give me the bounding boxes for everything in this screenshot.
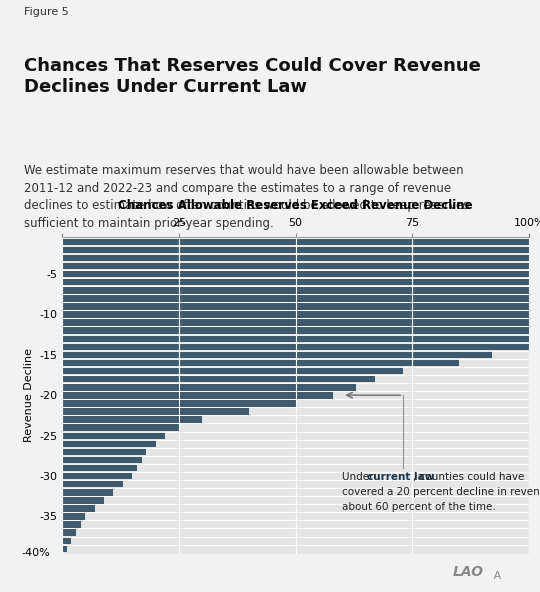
Text: Figure 5: Figure 5 [24, 7, 69, 17]
Bar [62, 271, 529, 278]
Text: A: A [488, 571, 501, 581]
Bar [62, 465, 137, 471]
Bar [62, 246, 529, 253]
Bar [62, 303, 529, 310]
Bar [62, 359, 459, 366]
Text: covered a 20 percent decline in revenues: covered a 20 percent decline in revenues [342, 487, 540, 497]
Bar [62, 424, 179, 431]
Bar [62, 279, 529, 285]
Bar [62, 343, 529, 350]
Title: Chances Allowable Reserves Exceed Revenue Decline: Chances Allowable Reserves Exceed Revenu… [118, 199, 473, 212]
Bar [62, 488, 113, 496]
Bar [62, 262, 529, 269]
Bar [62, 327, 529, 334]
Bar [62, 497, 104, 504]
Bar [62, 416, 202, 423]
Y-axis label: Revenue Decline: Revenue Decline [24, 348, 34, 442]
Bar [62, 287, 529, 294]
Bar [62, 472, 132, 480]
Bar [62, 481, 123, 487]
Bar [62, 440, 156, 447]
Bar [62, 238, 529, 245]
Bar [62, 537, 71, 544]
Bar [62, 408, 249, 415]
Bar [62, 335, 529, 342]
Bar [62, 448, 146, 455]
Bar [62, 513, 85, 520]
Text: LAO: LAO [453, 565, 483, 579]
Bar [62, 432, 165, 439]
Bar [62, 456, 141, 463]
Bar [62, 384, 356, 391]
Bar [62, 505, 95, 511]
Bar [62, 529, 76, 536]
Bar [62, 400, 296, 407]
Text: Under: Under [342, 472, 377, 482]
Bar [62, 319, 529, 326]
Text: current law: current law [367, 472, 435, 482]
Text: , counties could have: , counties could have [413, 472, 524, 482]
Text: -40%: -40% [22, 548, 50, 558]
Bar [62, 392, 333, 398]
Text: We estimate maximum reserves that would have been allowable between
2011-12 and : We estimate maximum reserves that would … [24, 164, 470, 230]
Bar [62, 295, 529, 302]
Bar [62, 521, 81, 528]
Text: Chances That Reserves Could Cover Revenue
Declines Under Current Law: Chances That Reserves Could Cover Revenu… [24, 57, 481, 96]
Bar [62, 375, 375, 382]
Bar [62, 351, 492, 358]
Bar [62, 545, 67, 552]
Bar [62, 311, 529, 318]
Bar [62, 368, 403, 374]
Bar [62, 255, 529, 261]
Text: about 60 percent of the time.: about 60 percent of the time. [342, 502, 496, 512]
